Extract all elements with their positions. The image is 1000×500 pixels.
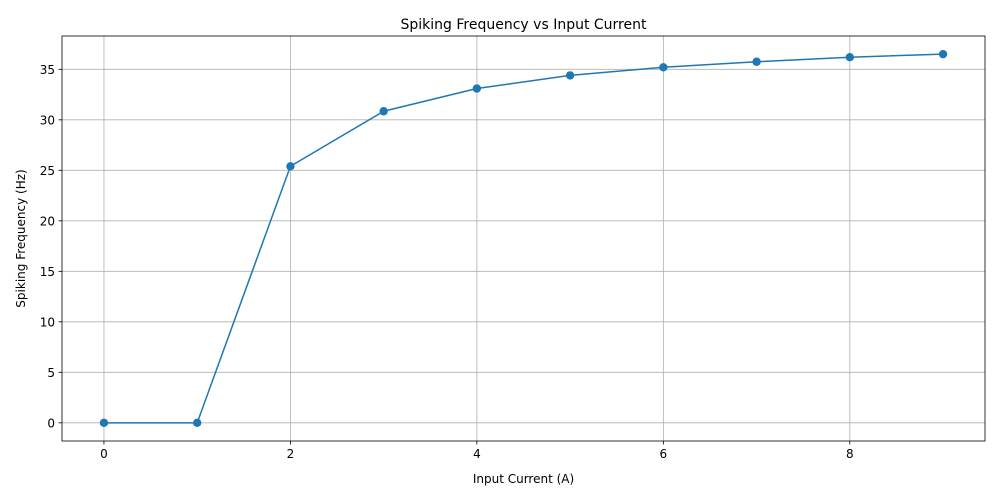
x-tick-label: 6 — [660, 447, 668, 461]
axis-ticks: 0 2 4 6 8 0 5 10 15 20 25 30 35 — [40, 63, 854, 461]
y-tick-label: 15 — [40, 265, 55, 279]
y-tick-label: 35 — [40, 63, 55, 77]
y-tick-label: 0 — [47, 416, 55, 430]
y-tick-label: 5 — [47, 366, 55, 380]
data-point — [845, 53, 855, 62]
chart-title: Spiking Frequency vs Input Current — [401, 17, 647, 33]
y-axis-label: Spiking Frequency (Hz) — [14, 169, 28, 307]
data-point — [659, 63, 668, 72]
series-group — [99, 49, 948, 428]
y-tick-label: 30 — [40, 113, 55, 127]
x-tick-label: 2 — [287, 447, 295, 461]
x-axis-label: Input Current (A) — [473, 472, 574, 486]
x-tick-label: 8 — [846, 447, 854, 461]
x-tick-label: 4 — [473, 447, 481, 461]
plot-area-frame — [61, 35, 986, 442]
data-point — [99, 418, 109, 428]
data-point — [379, 107, 388, 116]
data-point — [565, 71, 575, 80]
y-tick-label: 10 — [40, 315, 55, 329]
data-point — [286, 162, 295, 171]
series-line — [103, 53, 944, 424]
grid — [62, 36, 985, 441]
data-point — [752, 57, 761, 66]
x-tick-label: 0 — [100, 447, 108, 461]
y-tick-label: 20 — [40, 214, 55, 228]
data-point — [192, 418, 202, 428]
data-point — [472, 84, 482, 93]
data-point — [938, 49, 948, 59]
y-tick-label: 25 — [40, 164, 55, 178]
